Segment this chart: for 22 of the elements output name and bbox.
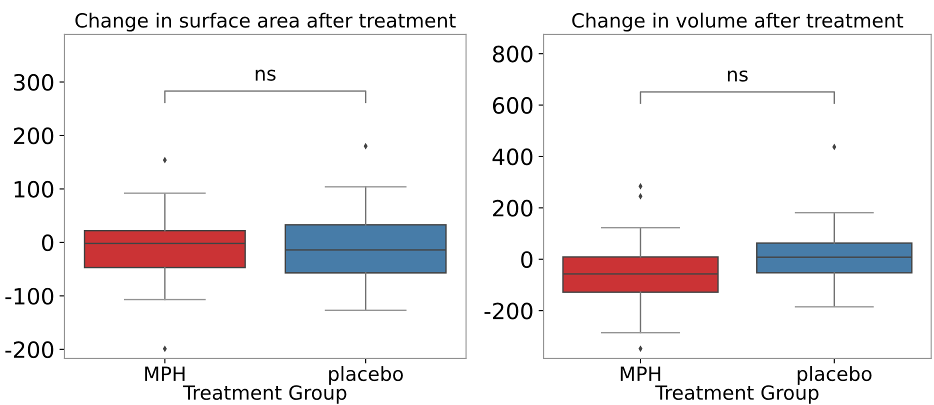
y-tick-label: -100	[5, 288, 54, 305]
y-tick-label: 100	[14, 180, 54, 198]
x-tick-label: MPH	[620, 366, 660, 381]
x-axis-title: Treatment Group	[655, 385, 818, 404]
chart-title: Change in volume after treatment	[572, 12, 904, 32]
y-tick-label: 200	[14, 127, 54, 144]
annotation: ns	[256, 70, 276, 81]
y-tick-label: 300	[14, 74, 54, 91]
y-tick-label: 0	[521, 251, 532, 268]
y-tick-label: -200	[484, 302, 532, 320]
x-axis-title: Treatment Group	[183, 385, 346, 404]
x-tick-label: MPH	[145, 366, 185, 381]
annotation: ns	[728, 70, 748, 82]
y-tick-label: 0	[42, 234, 54, 252]
y-tick-label: 400	[492, 148, 532, 166]
y-tick-label: -200	[5, 341, 54, 358]
x-tick-label: placebo	[798, 366, 872, 385]
chart-title: Change in surface area after treatment	[75, 12, 456, 32]
y-tick-label: 800	[492, 46, 532, 62]
x-tick-label: placebo	[329, 366, 403, 385]
y-tick-label: 200	[493, 200, 532, 217]
y-tick-label: 600	[493, 97, 532, 114]
